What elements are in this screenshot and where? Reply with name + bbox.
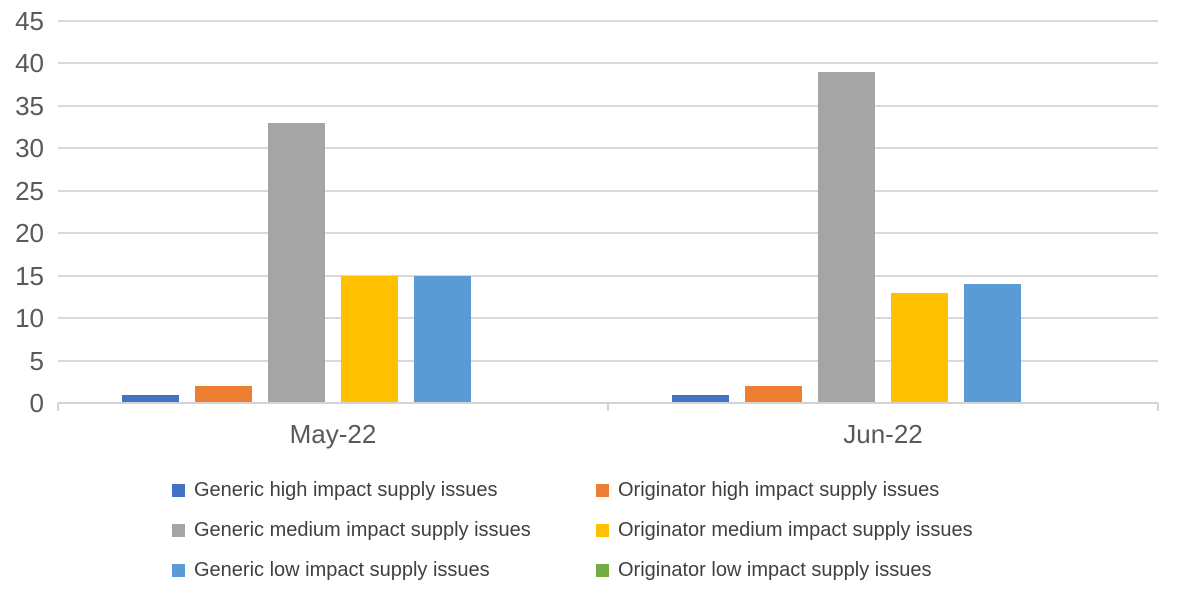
legend-swatch bbox=[596, 563, 609, 577]
bar bbox=[414, 275, 471, 403]
legend-item: Generic low impact supply issues bbox=[172, 557, 596, 583]
gridline bbox=[58, 274, 1158, 277]
y-axis-tick-label: 5 bbox=[29, 345, 44, 376]
y-axis-tick-label: 30 bbox=[15, 133, 44, 164]
legend-item: Originator high impact supply issues bbox=[596, 477, 973, 503]
legend-swatch bbox=[172, 563, 185, 577]
legend-item: Originator medium impact supply issues bbox=[596, 517, 973, 543]
bar bbox=[745, 386, 802, 403]
bar-group bbox=[608, 21, 1158, 403]
bar bbox=[341, 275, 398, 403]
y-axis-tick-label: 10 bbox=[15, 303, 44, 334]
gridline bbox=[58, 189, 1158, 192]
gridline bbox=[58, 104, 1158, 107]
x-axis-label: May-22 bbox=[289, 419, 377, 449]
bar bbox=[891, 292, 948, 403]
x-axis-label: Jun-22 bbox=[843, 419, 923, 449]
bar bbox=[122, 394, 179, 403]
y-axis-tick-label: 15 bbox=[15, 260, 44, 291]
bar bbox=[818, 71, 875, 403]
axis-tick bbox=[57, 403, 59, 411]
gridline bbox=[58, 232, 1158, 235]
y-axis-tick-label: 35 bbox=[15, 90, 44, 121]
gridline bbox=[58, 20, 1158, 22]
bar bbox=[268, 122, 325, 403]
bar bbox=[195, 386, 252, 403]
axis-tick bbox=[607, 403, 609, 411]
legend-label: Originator medium impact supply issues bbox=[618, 518, 973, 541]
legend-label: Originator high impact supply issues bbox=[618, 478, 940, 501]
legend-item: Originator low impact supply issues bbox=[596, 557, 973, 583]
legend: Generic high impact supply issues Origina… bbox=[172, 477, 973, 583]
legend-item: Generic medium impact supply issues bbox=[172, 517, 596, 543]
legend-label: Generic high impact supply issues bbox=[194, 478, 498, 501]
bar-group bbox=[58, 21, 608, 403]
y-axis-tick-label: 40 bbox=[15, 48, 44, 79]
y-axis-tick-label: 25 bbox=[15, 175, 44, 206]
gridline bbox=[58, 147, 1158, 150]
legend-swatch bbox=[172, 523, 185, 537]
legend-swatch bbox=[172, 483, 185, 497]
bar bbox=[672, 394, 729, 403]
y-axis-tick-label: 20 bbox=[15, 218, 44, 249]
bar bbox=[964, 284, 1021, 403]
legend-label: Generic medium impact supply issues bbox=[194, 518, 531, 541]
plot-area bbox=[58, 20, 1158, 403]
legend-swatch bbox=[596, 483, 609, 497]
gridline bbox=[58, 62, 1158, 65]
y-axis-tick-label: 45 bbox=[15, 6, 44, 36]
legend-label: Generic low impact supply issues bbox=[194, 558, 490, 581]
legend-swatch bbox=[596, 523, 609, 537]
legend-item: Generic high impact supply issues bbox=[172, 477, 596, 503]
legend-label: Originator low impact supply issues bbox=[618, 558, 932, 581]
y-axis-tick-label: 0 bbox=[29, 388, 44, 418]
gridline bbox=[58, 317, 1158, 320]
gridline bbox=[58, 359, 1158, 362]
axis-tick bbox=[1157, 403, 1159, 411]
